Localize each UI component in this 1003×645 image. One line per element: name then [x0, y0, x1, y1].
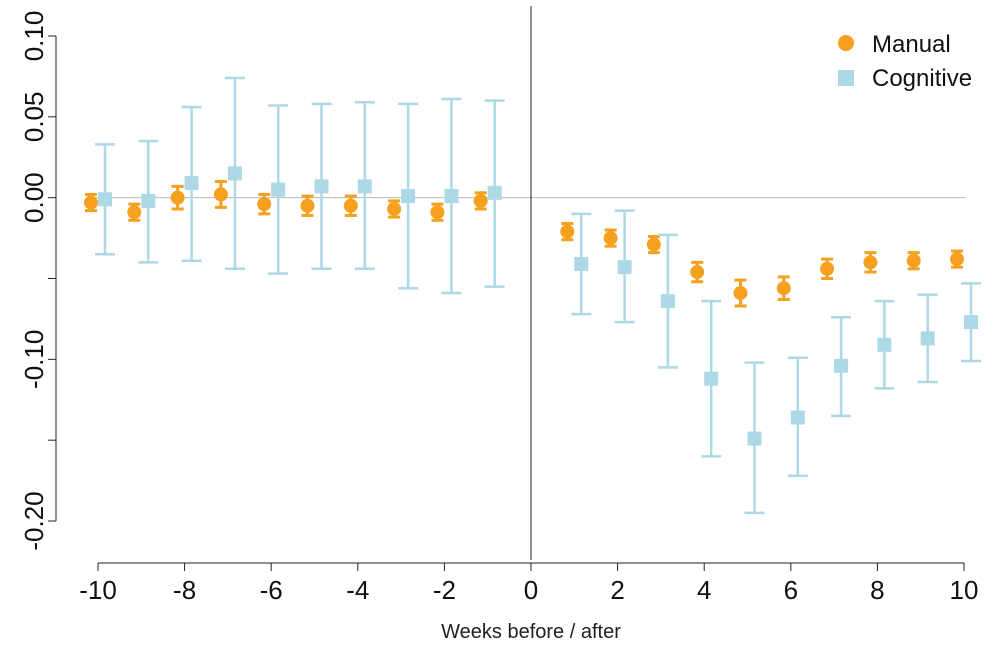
x-tick-label: 6: [784, 575, 798, 605]
cognitive-point: [704, 371, 719, 386]
y-tick-label: 0.10: [19, 11, 49, 62]
cognitive-point: [141, 193, 156, 208]
y-tick-label: -0.10: [19, 330, 49, 389]
manual-point: [127, 205, 142, 220]
manual-point: [820, 261, 835, 276]
cognitive-point: [964, 315, 978, 330]
manual-point: [170, 190, 185, 205]
manual-point: [733, 286, 748, 301]
cognitive-point: [271, 182, 286, 197]
cognitive-point: [574, 256, 589, 271]
x-tick-label: 2: [610, 575, 624, 605]
manual-point: [213, 187, 228, 202]
manual-point: [646, 237, 661, 252]
cognitive-point: [660, 294, 675, 309]
manual-point: [473, 193, 488, 208]
manual-point: [863, 255, 878, 270]
manual-point: [343, 198, 358, 213]
x-tick-label: -6: [260, 575, 283, 605]
cognitive-point: [790, 410, 805, 425]
legend-marker-cognitive: [838, 70, 854, 86]
cognitive-point: [444, 189, 459, 204]
cognitive-point: [487, 185, 502, 200]
x-tick-label: 10: [950, 575, 979, 605]
x-tick-label: -8: [173, 575, 196, 605]
manual-point: [950, 252, 964, 267]
manual-point: [300, 198, 315, 213]
cognitive-point: [401, 189, 416, 204]
legend-label-manual: Manual: [872, 31, 951, 58]
cognitive-point: [357, 179, 372, 194]
cognitive-point: [184, 176, 199, 191]
legend-label-cognitive: Cognitive: [872, 65, 972, 92]
x-tick-label: 0: [524, 575, 538, 605]
manual-point: [906, 253, 921, 268]
y-tick-label: 0.00: [19, 172, 49, 223]
x-tick-label: -2: [433, 575, 456, 605]
reference-lines: [96, 6, 966, 560]
cognitive-point: [98, 192, 112, 207]
manual-point: [776, 281, 791, 296]
manual-point: [257, 197, 272, 212]
x-tick-label: 8: [870, 575, 884, 605]
manual-point: [430, 205, 445, 220]
x-axis-title: Weeks before / after: [441, 621, 621, 643]
manual-point: [690, 265, 705, 280]
cognitive-point: [920, 331, 935, 346]
cognitive-point: [227, 166, 242, 181]
y-tick-label: -0.20: [19, 491, 49, 550]
legend-marker-manual: [838, 35, 854, 51]
axes: 0.10 0.05 0.00 -0.10 -0.20 -10 -8 -6 -4 -2 0 2 4 6 8 10: [19, 11, 978, 605]
cognitive-point: [877, 337, 892, 352]
cognitive-point: [314, 179, 329, 194]
manual-point: [603, 231, 618, 246]
x-tick-label: 4: [697, 575, 711, 605]
cognitive-point: [834, 358, 849, 373]
x-tick-label: -10: [79, 575, 117, 605]
manual-point: [560, 224, 575, 239]
error-bars: [85, 76, 981, 515]
x-tick-label: -4: [346, 575, 369, 605]
manual-point: [84, 195, 98, 210]
cognitive-point: [617, 260, 632, 275]
y-tick-label: 0.05: [19, 92, 49, 143]
cognitive-point: [747, 431, 762, 446]
manual-point: [387, 201, 402, 216]
legend: Manual Cognitive: [838, 31, 972, 92]
markers: [84, 166, 978, 446]
